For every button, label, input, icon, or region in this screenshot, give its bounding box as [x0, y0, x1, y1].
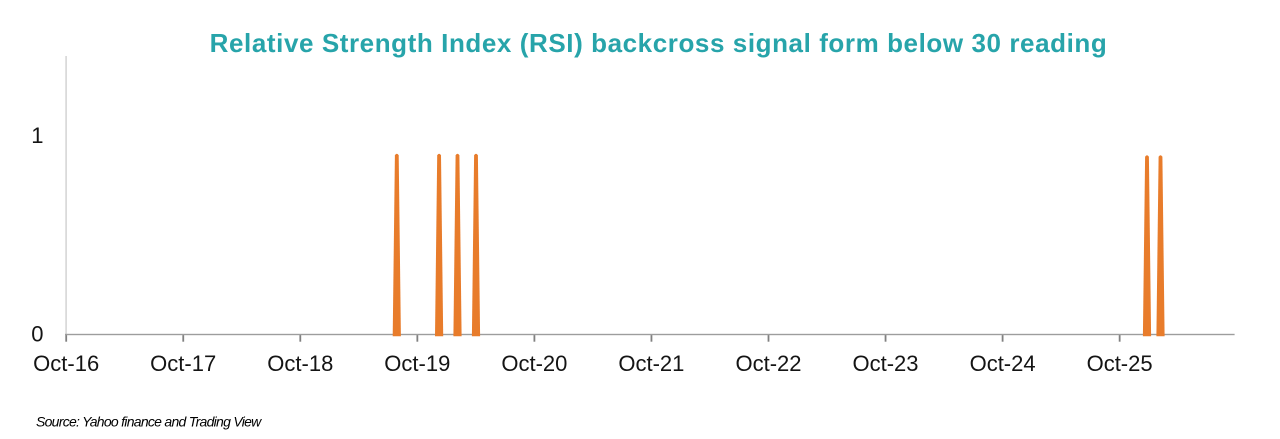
svg-text:Source: Yahoo finance and Trad: Source: Yahoo finance and Trading View — [36, 414, 262, 430]
svg-text:0: 0 — [31, 321, 43, 346]
svg-text:Oct-24: Oct-24 — [970, 351, 1036, 376]
svg-text:1: 1 — [31, 123, 43, 148]
svg-text:Oct-22: Oct-22 — [735, 351, 801, 376]
svg-text:Oct-19: Oct-19 — [384, 351, 450, 376]
svg-text:Oct-16: Oct-16 — [33, 351, 99, 376]
svg-text:Oct-21: Oct-21 — [618, 351, 684, 376]
svg-text:Oct-18: Oct-18 — [267, 351, 333, 376]
svg-text:Oct-23: Oct-23 — [852, 351, 918, 376]
svg-text:Oct-20: Oct-20 — [501, 351, 567, 376]
svg-text:Oct-25: Oct-25 — [1087, 351, 1153, 376]
svg-text:Relative Strength Index (RSI): Relative Strength Index (RSI) backcross … — [210, 28, 1108, 58]
svg-text:Oct-17: Oct-17 — [150, 351, 216, 376]
